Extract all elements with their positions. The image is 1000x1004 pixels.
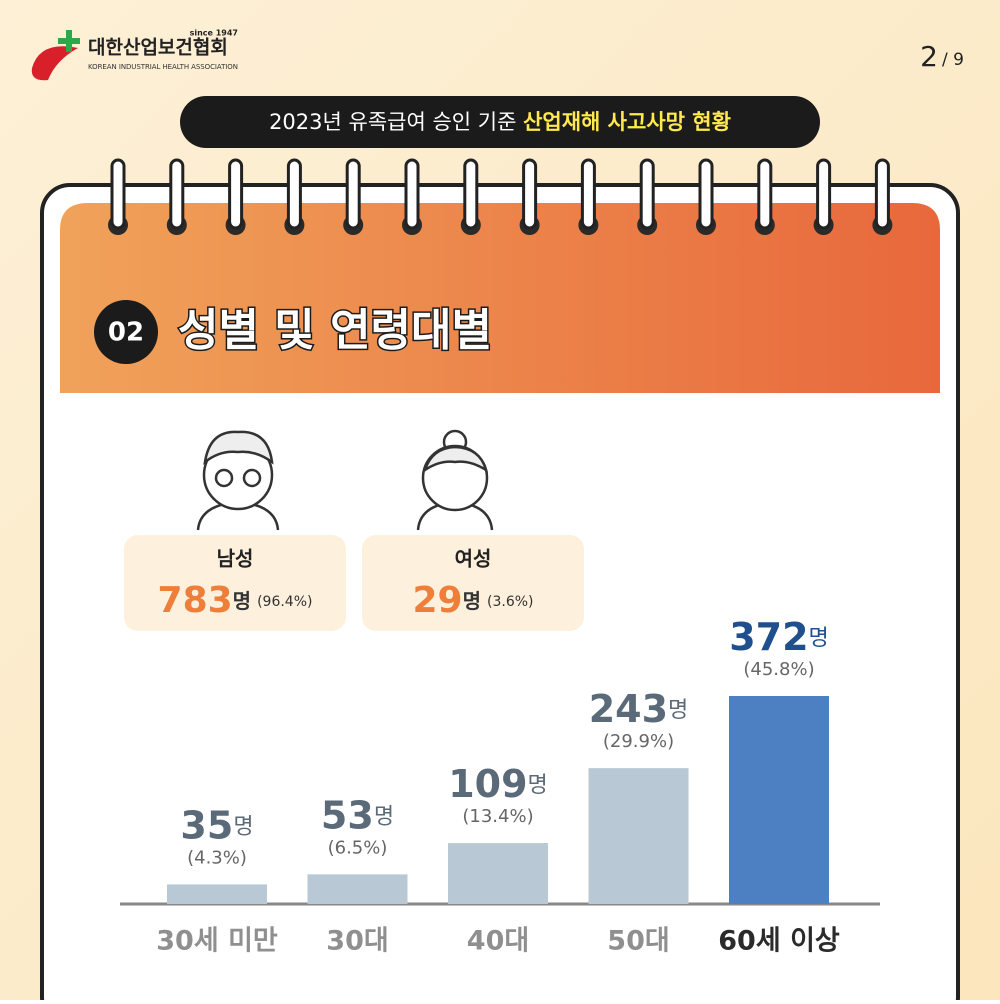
org-english: KOREAN INDUSTRIAL HEALTH ASSOCIATION xyxy=(88,63,238,71)
banner-highlight: 산업재해 사고사망 현황 xyxy=(523,110,731,134)
bar xyxy=(448,843,548,904)
ring xyxy=(874,158,890,230)
gender-count: 29 xyxy=(412,580,462,621)
logo-mark xyxy=(31,46,78,81)
org-name: 대한산업보건협회 xyxy=(88,37,228,59)
gender-count: 783 xyxy=(158,580,233,621)
gender-label: 여성 xyxy=(455,547,492,571)
value-unit: 명 xyxy=(528,773,548,798)
ring xyxy=(169,158,185,230)
bar xyxy=(307,874,408,904)
share-label: (29.9%) xyxy=(603,731,674,752)
ring xyxy=(345,158,361,230)
ring xyxy=(228,158,244,230)
since: since 1947 xyxy=(190,29,238,38)
ring xyxy=(816,158,832,230)
ring xyxy=(698,158,714,230)
value-label: 372명 xyxy=(729,615,829,659)
gender-share: (96.4%) xyxy=(257,594,312,610)
rings xyxy=(108,158,893,235)
section-badge xyxy=(94,300,158,364)
ring xyxy=(286,158,302,230)
value-number: 109 xyxy=(448,762,527,806)
logo: 대한산업보건협회 since 1947 KOREAN INDUSTRIAL HE… xyxy=(31,29,238,81)
value-number: 243 xyxy=(589,687,668,731)
gender-unit: 명 xyxy=(233,589,251,613)
value-label: 243명 xyxy=(589,687,689,731)
card-header xyxy=(60,203,940,393)
value-number: 35 xyxy=(180,803,233,847)
banner xyxy=(180,96,820,148)
gender-share: (3.6%) xyxy=(487,594,534,610)
x-tick-label: 30대 xyxy=(326,926,388,957)
gender-card xyxy=(124,535,346,631)
page-number: 2 xyxy=(920,40,938,73)
bar xyxy=(588,768,689,904)
ring xyxy=(757,158,773,230)
gender-value: 783명 (96.4%) xyxy=(158,580,313,621)
ring xyxy=(404,158,420,230)
logo-cross xyxy=(58,30,80,52)
bar-chart: 35명(4.3%)30세 미만53명(6.5%)30대109명(13.4%)40… xyxy=(156,615,840,957)
value-label: 35명 xyxy=(180,803,253,847)
x-tick-label: 40대 xyxy=(467,926,529,957)
value-number: 53 xyxy=(321,793,374,837)
bar xyxy=(167,884,267,904)
x-tick-label: 30세 미만 xyxy=(156,926,278,957)
value-unit: 명 xyxy=(233,814,253,839)
ring xyxy=(463,158,479,230)
share-label: (45.8%) xyxy=(743,659,814,680)
value-label: 109명 xyxy=(448,762,548,806)
value-unit: 명 xyxy=(374,804,394,829)
share-label: (6.5%) xyxy=(328,837,388,858)
ring xyxy=(110,158,126,230)
male-icon xyxy=(196,430,280,531)
gender-value: 29명 (3.6%) xyxy=(412,580,533,621)
female-icon xyxy=(416,429,494,531)
banner-plain: 2023년 유족급여 승인 기준 xyxy=(269,110,523,134)
ring xyxy=(639,158,655,230)
value-label: 53명 xyxy=(321,793,394,837)
page-total: / 9 xyxy=(942,50,964,70)
gender-unit: 명 xyxy=(463,589,481,613)
value-number: 372 xyxy=(729,615,808,659)
value-unit: 명 xyxy=(668,698,688,723)
x-tick-label: 50대 xyxy=(607,926,669,957)
value-unit: 명 xyxy=(809,626,829,651)
gender-card xyxy=(362,535,584,631)
banner-text: 2023년 유족급여 승인 기준 산업재해 사고사망 현황 xyxy=(269,110,731,134)
ring xyxy=(580,158,596,230)
gender-label: 남성 xyxy=(217,547,254,571)
x-tick-label: 60세 이상 xyxy=(718,926,840,957)
share-label: (13.4%) xyxy=(462,806,533,827)
ring xyxy=(522,158,538,230)
section-title: 성별 및 연령대별 xyxy=(178,305,492,356)
share-label: (4.3%) xyxy=(187,847,247,868)
section-number: 02 xyxy=(108,318,144,348)
bar xyxy=(729,696,829,904)
